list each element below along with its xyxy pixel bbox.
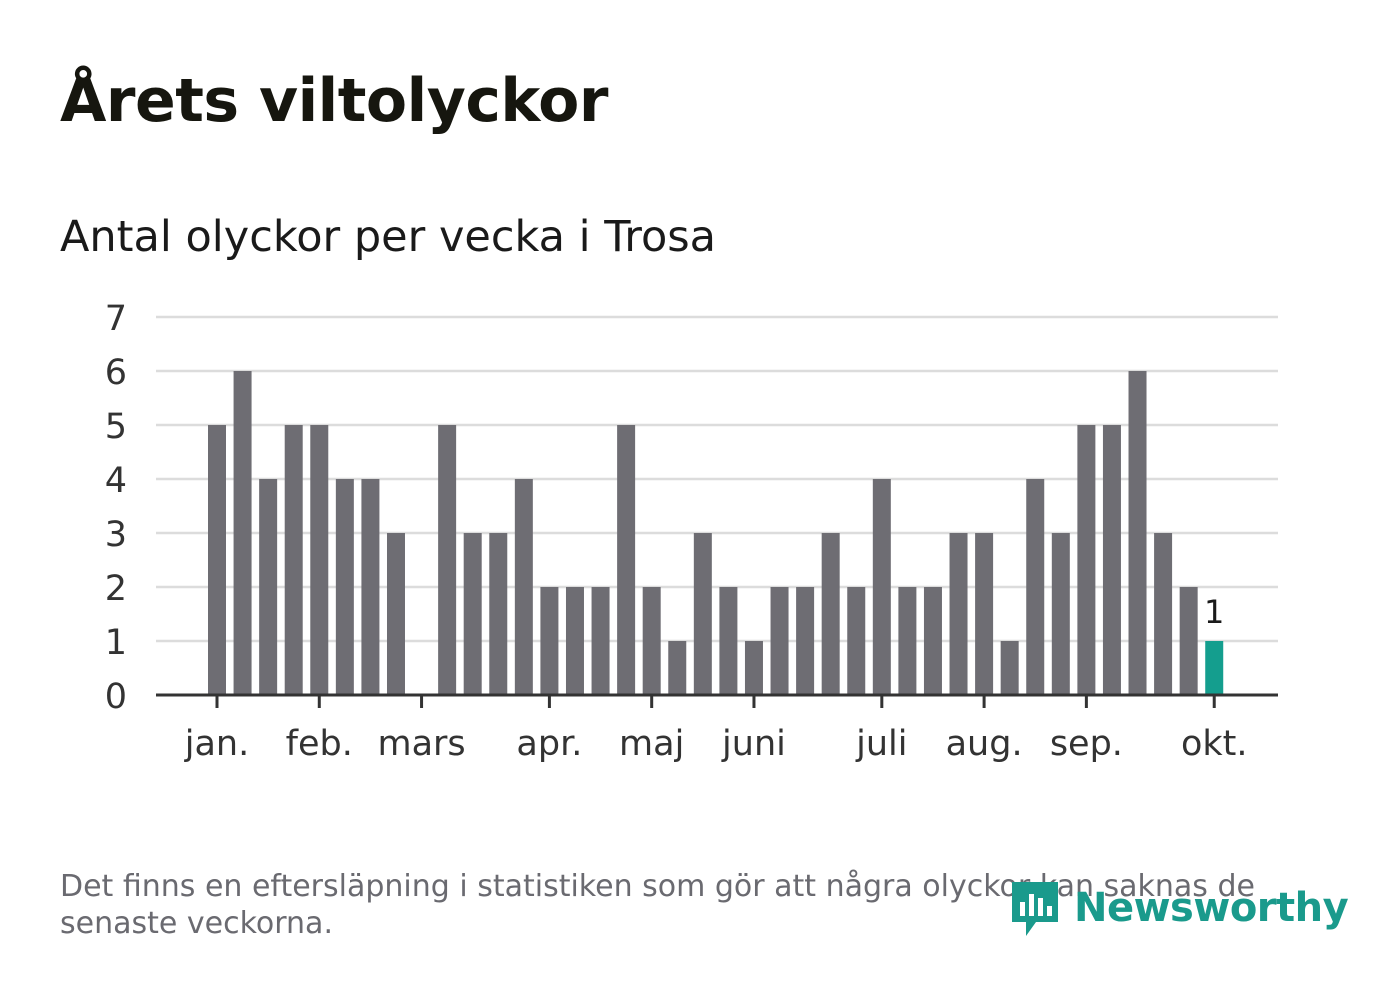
bar: [463, 533, 482, 695]
y-tick-label: 1: [105, 623, 127, 663]
chart-subtitle: Antal olyckor per vecka i Trosa: [60, 212, 717, 262]
x-tick-label: feb.: [286, 724, 353, 764]
bar: [310, 425, 329, 695]
x-tick-label: mars: [377, 724, 465, 764]
y-tick-label: 7: [105, 299, 127, 339]
x-axis-ticks: jan. feb. mars apr. maj juni juli aug. sep. okt.: [184, 695, 1248, 764]
bar: [872, 479, 891, 695]
newsworthy-logo-text: Newsworthy: [1074, 885, 1349, 931]
bar: [744, 641, 763, 695]
x-tick-label: apr.: [516, 724, 582, 764]
newsworthy-logo: Newsworthy: [1010, 876, 1349, 940]
bar: [540, 587, 559, 695]
y-tick-label: 5: [105, 407, 127, 447]
x-tick-label: juli: [855, 724, 907, 764]
bar: [642, 587, 661, 695]
bar: [617, 425, 636, 695]
bar: [898, 587, 917, 695]
bar: [1000, 641, 1019, 695]
y-tick-label: 4: [105, 461, 127, 501]
bar: [975, 533, 994, 695]
bar: [847, 587, 866, 695]
bar: [821, 533, 840, 695]
bar: [489, 533, 508, 695]
page-title: Årets viltolyckor: [60, 66, 609, 136]
bar: [796, 587, 815, 695]
bar: [591, 587, 610, 695]
bar: [1154, 533, 1173, 695]
bar: [1128, 371, 1147, 695]
bar: [233, 371, 252, 695]
bar: [1179, 587, 1198, 695]
x-tick-label: maj: [619, 724, 684, 764]
y-axis-ticks: 0 1 2 3 4 5 6 7: [105, 299, 127, 717]
bars: [208, 371, 1224, 695]
bar: [335, 479, 354, 695]
bar: [565, 587, 584, 695]
data-label: 1: [1204, 593, 1224, 631]
bar: [259, 479, 278, 695]
bar: [386, 533, 405, 695]
bar: [770, 587, 789, 695]
y-tick-label: 2: [105, 569, 127, 609]
bar: [923, 587, 942, 695]
y-tick-label: 0: [105, 677, 127, 717]
bar: [1051, 533, 1070, 695]
bar: [438, 425, 457, 695]
bar: [1077, 425, 1096, 695]
x-tick-label: okt.: [1181, 724, 1248, 764]
x-tick-label: juni: [721, 724, 786, 764]
bar-chart: 0 1 2 3 4 5 6 7 jan. feb. mars apr. maj juni juli aug.…: [105, 299, 1278, 764]
x-tick-label: aug.: [946, 724, 1023, 764]
bar: [719, 587, 738, 695]
bar: [361, 479, 380, 695]
newsworthy-logo-icon: [1012, 882, 1058, 936]
bar: [1102, 425, 1121, 695]
x-tick-label: jan.: [184, 724, 249, 764]
bar: [208, 425, 226, 695]
bar: [1026, 479, 1045, 695]
data-labels: 1: [1204, 593, 1224, 631]
bar: [668, 641, 687, 695]
y-tick-label: 6: [105, 353, 127, 393]
bar-highlight: [1205, 641, 1224, 695]
bar: [514, 479, 533, 695]
bar: [949, 533, 968, 695]
x-tick-label: sep.: [1050, 724, 1123, 764]
y-tick-label: 3: [105, 515, 127, 555]
bar: [693, 533, 712, 695]
bar: [284, 425, 303, 695]
